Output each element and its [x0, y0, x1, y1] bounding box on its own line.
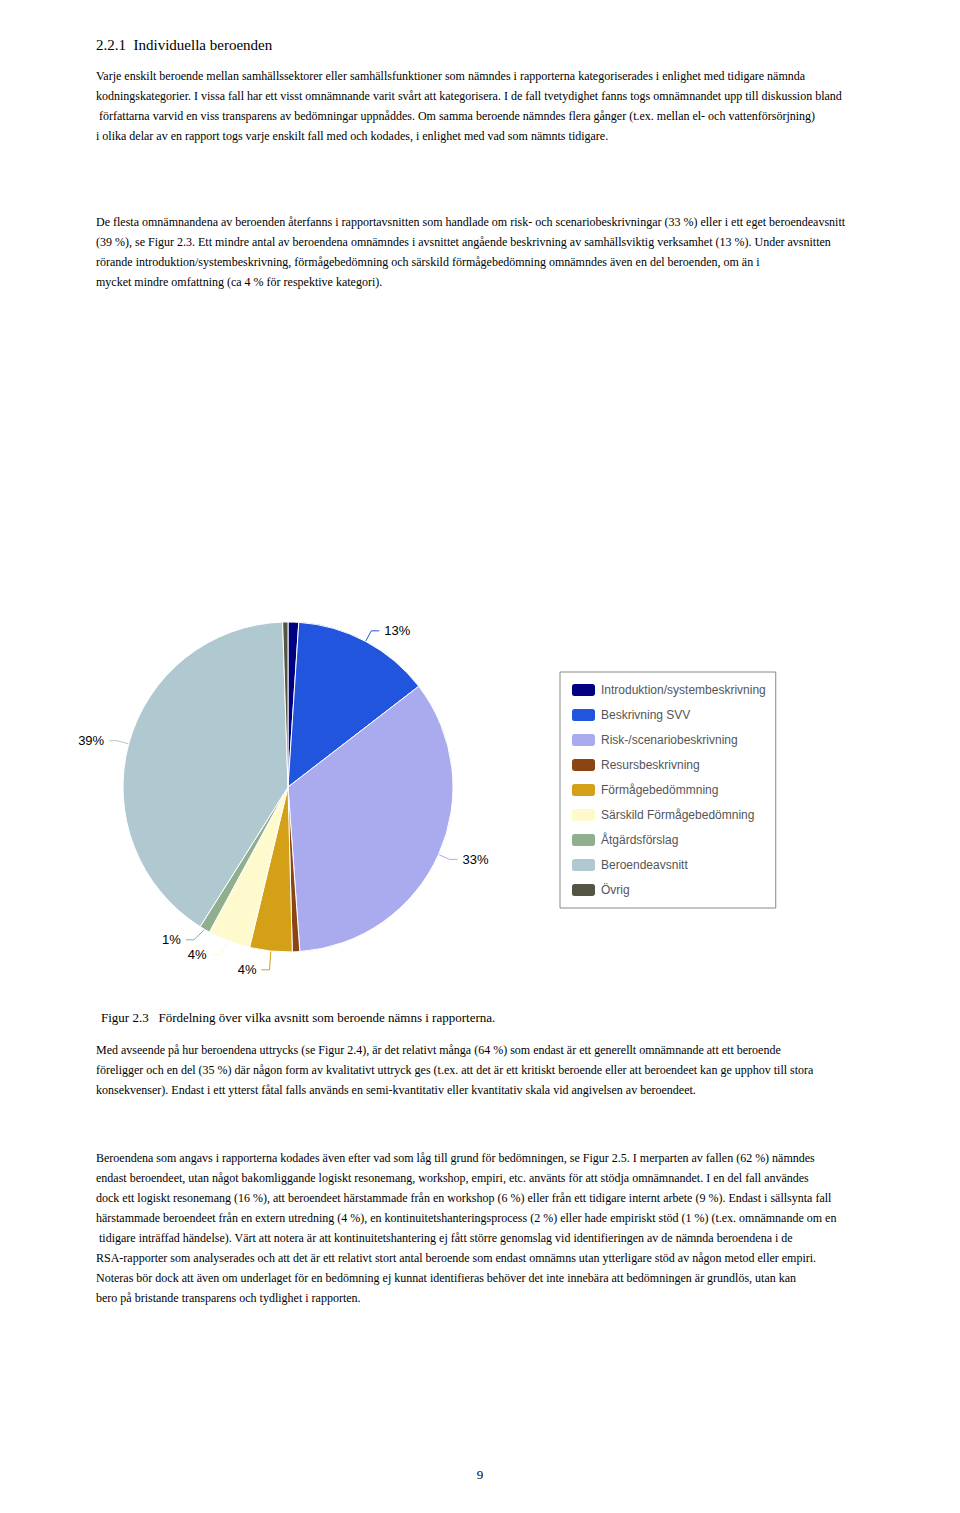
svg-text:Risk-/scenariobeskrivning: Risk-/scenariobeskrivning [601, 733, 738, 747]
svg-text:2.2.1 Individuella beroenden: 2.2.1 Individuella beroenden [96, 37, 273, 53]
svg-text:Beroendeavsnitt: Beroendeavsnitt [601, 858, 688, 872]
svg-text:Figur 2.3 Fördelning över vi: Figur 2.3 Fördelning över vilka avsnitt … [101, 1010, 495, 1025]
svg-text:dock ett logiskt resonemang (1: dock ett logiskt resonemang (16 %), att … [96, 1191, 834, 1205]
svg-text:Förmågebedömmning: Förmågebedömmning [601, 783, 718, 797]
svg-text:Beskrivning SVV: Beskrivning SVV [601, 708, 690, 722]
svg-text:mycket mindre omfattning (ca 4: mycket mindre omfattning (ca 4 % för res… [96, 275, 382, 289]
svg-text:rörande introduktion/systembes: rörande introduktion/systembeskrivning, … [96, 255, 763, 269]
svg-text:föreligger och en del (35 %) d: föreligger och en del (35 %) där någon f… [96, 1063, 816, 1077]
svg-text:RSA-rapporter som analyserades: RSA-rapporter som analyserades och att d… [96, 1251, 819, 1265]
svg-text:författarna varvid en viss tra: författarna varvid en viss transparens a… [96, 109, 818, 123]
svg-text:1%: 1% [162, 932, 181, 947]
svg-text:i olika delar av en rapport to: i olika delar av en rapport togs varje e… [96, 129, 608, 143]
svg-text:endast beroendeet, utan något: endast beroendeet, utan något bakomligga… [96, 1171, 812, 1185]
svg-text:33%: 33% [463, 852, 489, 867]
svg-text:13%: 13% [384, 623, 410, 638]
svg-text:kodningskategorier. I vissa fa: kodningskategorier. I vissa fall har ett… [96, 89, 842, 103]
svg-text:Beroendena som angavs i rappor: Beroendena som angavs i rapporterna koda… [96, 1151, 818, 1165]
svg-text:4%: 4% [238, 962, 257, 977]
svg-text:Introduktion/systembeskrivning: Introduktion/systembeskrivning [601, 683, 766, 697]
svg-text:De flesta omnämnandena av bero: De flesta omnämnandena av beroenden åter… [96, 215, 848, 229]
svg-text:härstammade beroendeet från en: härstammade beroendeet från en extern ut… [96, 1211, 836, 1225]
svg-text:9: 9 [477, 1467, 484, 1482]
svg-text:Varje enskilt beroende mellan: Varje enskilt beroende mellan samhällsse… [96, 69, 808, 83]
svg-text:Särskild Förmågebedömning: Särskild Förmågebedömning [601, 808, 754, 822]
svg-text:Övrig: Övrig [601, 883, 630, 897]
svg-text:tidigare inträffad händelse).: tidigare inträffad händelse). Värt att n… [96, 1231, 796, 1245]
svg-text:4%: 4% [188, 947, 207, 962]
svg-text:konsekvenser). Endast i ett yt: konsekvenser). Endast i ett ytterst fåta… [96, 1083, 696, 1097]
svg-text:Åtgärdsförslag: Åtgärdsförslag [601, 832, 678, 847]
svg-text:(39 %), se Figur 2.3. Ett mind: (39 %), se Figur 2.3. Ett mindre antal a… [96, 235, 834, 249]
svg-text:Med avseende på hur beroendena: Med avseende på hur beroendena uttrycks … [96, 1043, 784, 1057]
svg-text:Resursbeskrivning: Resursbeskrivning [601, 758, 700, 772]
svg-text:Noteras bör dock att även om u: Noteras bör dock att även om underlaget … [96, 1271, 799, 1285]
svg-text:39%: 39% [78, 733, 104, 748]
svg-text:bero på bristande transparens: bero på bristande transparens och tydlig… [96, 1291, 361, 1305]
